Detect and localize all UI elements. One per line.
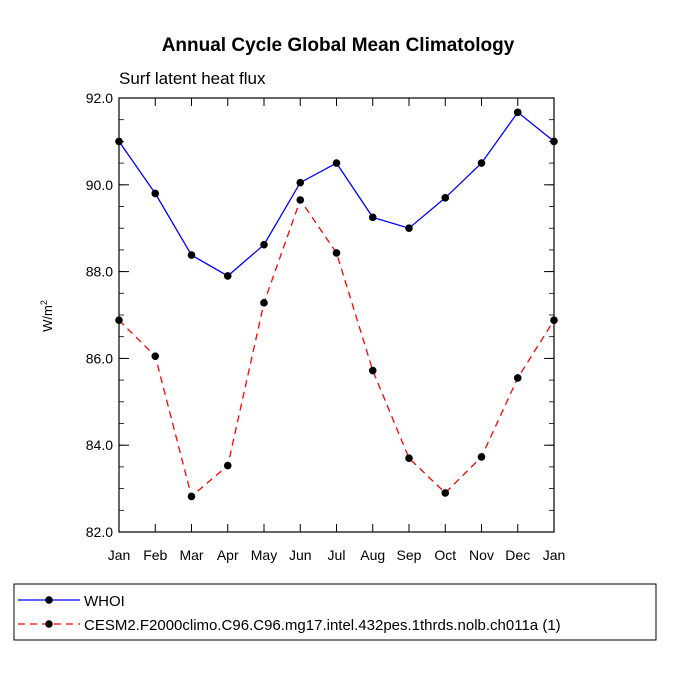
x-tick-label: Jun [289, 547, 312, 563]
legend: WHOI CESM2.F2000climo.C96.C96.mg17.intel.… [13, 583, 657, 641]
x-tick-label: Aug [360, 547, 385, 563]
y-axis-label-superscript: 2 [39, 300, 49, 305]
series-0-point [151, 189, 160, 198]
y-tick-label: 84.0 [86, 437, 113, 453]
y-tick-label: 90.0 [86, 177, 113, 193]
x-tick-label: Dec [505, 547, 530, 563]
x-tick-label: Oct [434, 547, 456, 563]
series-1-point [441, 489, 450, 497]
x-tick-label: Jul [328, 547, 346, 563]
series-0-point [477, 159, 486, 167]
legend-marker-1 [45, 620, 53, 628]
y-tick-label: 82.0 [86, 524, 113, 540]
chart-subtitle: Surf latent heat flux [119, 69, 266, 88]
series-0-point [405, 224, 413, 232]
series-1-point [296, 196, 305, 204]
chart-title: Annual Cycle Global Mean Climatology [162, 35, 515, 56]
y-axis-label-text: W/m [40, 305, 55, 332]
y-tick-label: 86.0 [86, 350, 113, 366]
series-1-point [332, 249, 341, 257]
series-1-point [368, 366, 377, 375]
x-tick-label: Apr [217, 547, 239, 563]
legend-label-0: WHOI [84, 593, 125, 610]
series-1-point [187, 492, 196, 501]
series-0-point [441, 194, 450, 202]
svg-text:W/m2: W/m2 [39, 300, 55, 332]
series-1-point [513, 374, 522, 382]
series-0-point [187, 251, 196, 259]
x-tick-label: Jan [543, 547, 566, 563]
series-0-point [296, 178, 305, 187]
legend-frame [13, 583, 657, 641]
series-1-point [151, 352, 160, 361]
x-tick-label: May [251, 547, 277, 563]
legend-marker-0 [45, 596, 53, 604]
series-0-point [332, 159, 341, 167]
y-tick-label: 88.0 [86, 264, 113, 280]
series-1-point [405, 454, 413, 463]
series-0-point [223, 272, 232, 280]
series-1-point [260, 299, 268, 307]
y-tick-label: 92.0 [86, 90, 113, 106]
legend-label-1: CESM2.F2000climo.C96.C96.mg17.intel.432p… [84, 617, 561, 634]
x-tick-label: Sep [397, 547, 422, 563]
series-0-point [260, 240, 268, 249]
series-line-1 [118, 198, 555, 498]
x-tick-label: Jan [108, 547, 131, 563]
x-tick-label: Mar [179, 547, 203, 563]
series-1-point [477, 453, 486, 461]
x-tick-label: Nov [469, 547, 494, 563]
series-1-point [223, 461, 232, 470]
y-axis-label: W/m2 [39, 300, 55, 332]
plot-frame [118, 97, 555, 533]
series-0-point [368, 213, 377, 222]
series-0-point [513, 108, 522, 117]
x-tick-label: Feb [143, 547, 167, 563]
